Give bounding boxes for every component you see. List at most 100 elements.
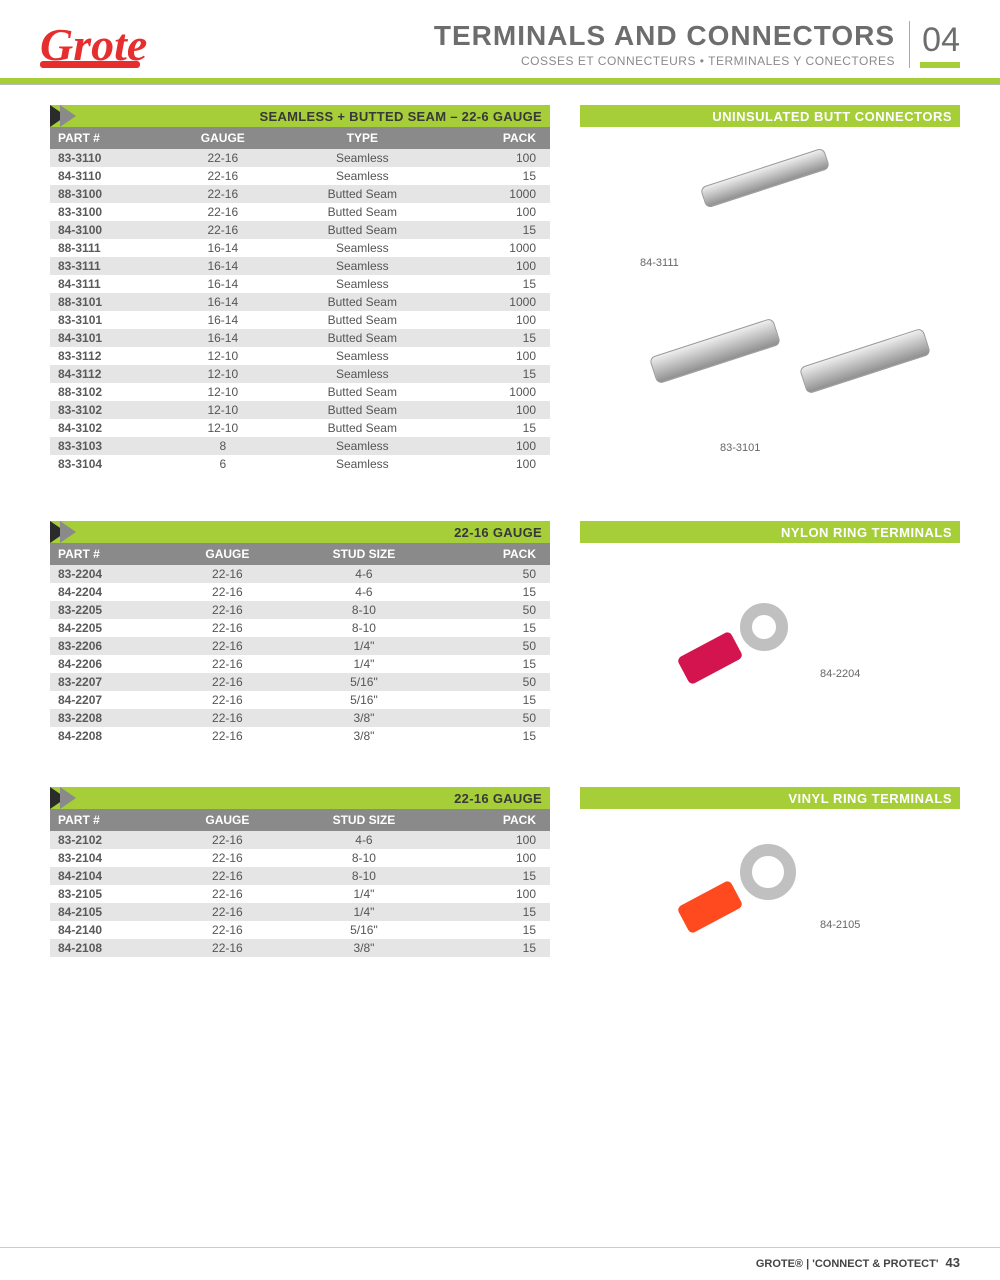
cell-val: 3/8" xyxy=(286,709,441,727)
table-row: 84-310212-10Butted Seam15 xyxy=(50,419,550,437)
chevron-icon xyxy=(60,105,76,127)
cell-part: 84-3112 xyxy=(50,365,165,383)
table-row: 83-31038Seamless100 xyxy=(50,437,550,455)
cell-val: Seamless xyxy=(280,437,444,455)
cell-val: 3/8" xyxy=(286,939,441,957)
cell-val: 5/16" xyxy=(286,691,441,709)
section-2-right-bar: NYLON RING TERMINALS xyxy=(580,521,960,543)
cell-gauge: 22-16 xyxy=(168,867,286,885)
cell-pack: 50 xyxy=(441,637,550,655)
section-3-right-title: VINYL RING TERMINALS xyxy=(580,791,960,806)
cell-part: 83-3111 xyxy=(50,257,165,275)
section-number-bar xyxy=(920,62,960,68)
table-row: 83-311212-10Seamless100 xyxy=(50,347,550,365)
section-1-right-title: UNINSULATED BUTT CONNECTORS xyxy=(580,109,960,124)
logo-text: Grote xyxy=(40,24,147,65)
table-row: 83-210522-161/4"100 xyxy=(50,885,550,903)
cell-gauge: 22-16 xyxy=(168,885,286,903)
col-part: PART # xyxy=(50,543,168,565)
cell-val: Butted Seam xyxy=(280,419,444,437)
cell-gauge: 12-10 xyxy=(165,383,280,401)
cell-part: 84-3102 xyxy=(50,419,165,437)
cell-part: 84-2105 xyxy=(50,903,168,921)
cell-val: 1/4" xyxy=(286,637,441,655)
cell-gauge: 16-14 xyxy=(165,329,280,347)
cell-part: 83-3100 xyxy=(50,203,165,221)
col-gauge: GAUGE xyxy=(168,809,286,831)
cell-pack: 15 xyxy=(441,691,550,709)
table-row: 84-310022-16Butted Seam15 xyxy=(50,221,550,239)
cell-part: 83-3112 xyxy=(50,347,165,365)
cell-val: 1/4" xyxy=(286,655,441,673)
cell-part: 84-3111 xyxy=(50,275,165,293)
cell-val: Butted Seam xyxy=(280,293,444,311)
section-subtitle: COSSES ET CONNECTEURS • TERMINALES Y CON… xyxy=(434,54,895,68)
cell-pack: 100 xyxy=(444,203,550,221)
cell-pack: 50 xyxy=(441,565,550,583)
table-row: 83-311022-16Seamless100 xyxy=(50,149,550,167)
col-stud: STUD SIZE xyxy=(286,809,441,831)
table-row: 84-220722-165/16"15 xyxy=(50,691,550,709)
cell-gauge: 22-16 xyxy=(165,185,280,203)
section-2-table: PART # GAUGE STUD SIZE PACK 83-220422-16… xyxy=(50,543,550,745)
table-header-row: PART # GAUGE STUD SIZE PACK xyxy=(50,809,550,831)
cell-pack: 50 xyxy=(441,709,550,727)
table-row: 84-210822-163/8"15 xyxy=(50,939,550,957)
cell-pack: 50 xyxy=(441,673,550,691)
cell-val: 8-10 xyxy=(286,619,441,637)
cell-part: 84-2108 xyxy=(50,939,168,957)
cell-val: 4-6 xyxy=(286,583,441,601)
cell-val: 5/16" xyxy=(286,921,441,939)
table-row: 83-220422-164-650 xyxy=(50,565,550,583)
cell-gauge: 22-16 xyxy=(168,727,286,745)
brand-logo: Grote xyxy=(40,24,147,68)
cell-pack: 15 xyxy=(444,221,550,239)
cell-pack: 15 xyxy=(441,921,550,939)
cell-part: 83-2207 xyxy=(50,673,168,691)
col-pack: PACK xyxy=(444,127,550,149)
cell-pack: 15 xyxy=(441,583,550,601)
section-1: SEAMLESS + BUTTED SEAM – 22-6 GAUGE PART… xyxy=(50,105,960,487)
cell-gauge: 22-16 xyxy=(168,831,286,849)
cell-gauge: 22-16 xyxy=(165,149,280,167)
cell-gauge: 12-10 xyxy=(165,419,280,437)
cell-gauge: 22-16 xyxy=(168,583,286,601)
cell-gauge: 22-16 xyxy=(168,565,286,583)
cell-part: 88-3100 xyxy=(50,185,165,203)
cell-gauge: 22-16 xyxy=(168,673,286,691)
section-2-photo: 84-2204 xyxy=(580,543,960,753)
table-row: 84-210522-161/4"15 xyxy=(50,903,550,921)
connector-icon xyxy=(799,328,931,395)
cell-gauge: 16-14 xyxy=(165,239,280,257)
cell-val: Seamless xyxy=(280,257,444,275)
cell-pack: 15 xyxy=(444,419,550,437)
page-number: 43 xyxy=(946,1255,960,1270)
cell-val: Butted Seam xyxy=(280,203,444,221)
cell-part: 83-3110 xyxy=(50,149,165,167)
cell-pack: 100 xyxy=(444,401,550,419)
cell-val: 4-6 xyxy=(286,565,441,583)
cell-pack: 15 xyxy=(444,329,550,347)
cell-part: 83-2105 xyxy=(50,885,168,903)
cell-val: 8-10 xyxy=(286,849,441,867)
cell-part: 88-3102 xyxy=(50,383,165,401)
section-1-photo: 84-3111 83-3101 xyxy=(580,127,960,487)
cell-pack: 15 xyxy=(441,655,550,673)
cell-val: Butted Seam xyxy=(280,185,444,203)
cell-part: 84-2104 xyxy=(50,867,168,885)
cell-pack: 15 xyxy=(441,939,550,957)
cell-pack: 100 xyxy=(441,849,550,867)
cell-gauge: 16-14 xyxy=(165,311,280,329)
table-row: 83-31046Seamless100 xyxy=(50,455,550,473)
cell-part: 83-2204 xyxy=(50,565,168,583)
cell-val: Seamless xyxy=(280,275,444,293)
cell-part: 83-2104 xyxy=(50,849,168,867)
connector-icon xyxy=(649,318,781,385)
cell-pack: 15 xyxy=(441,619,550,637)
cell-gauge: 22-16 xyxy=(168,601,286,619)
section-2: 22-16 GAUGE PART # GAUGE STUD SIZE PACK … xyxy=(50,521,960,753)
cell-gauge: 22-16 xyxy=(165,221,280,239)
section-1-left-title: SEAMLESS + BUTTED SEAM – 22-6 GAUGE xyxy=(76,109,550,124)
cell-val: 5/16" xyxy=(286,673,441,691)
cell-val: Seamless xyxy=(280,347,444,365)
